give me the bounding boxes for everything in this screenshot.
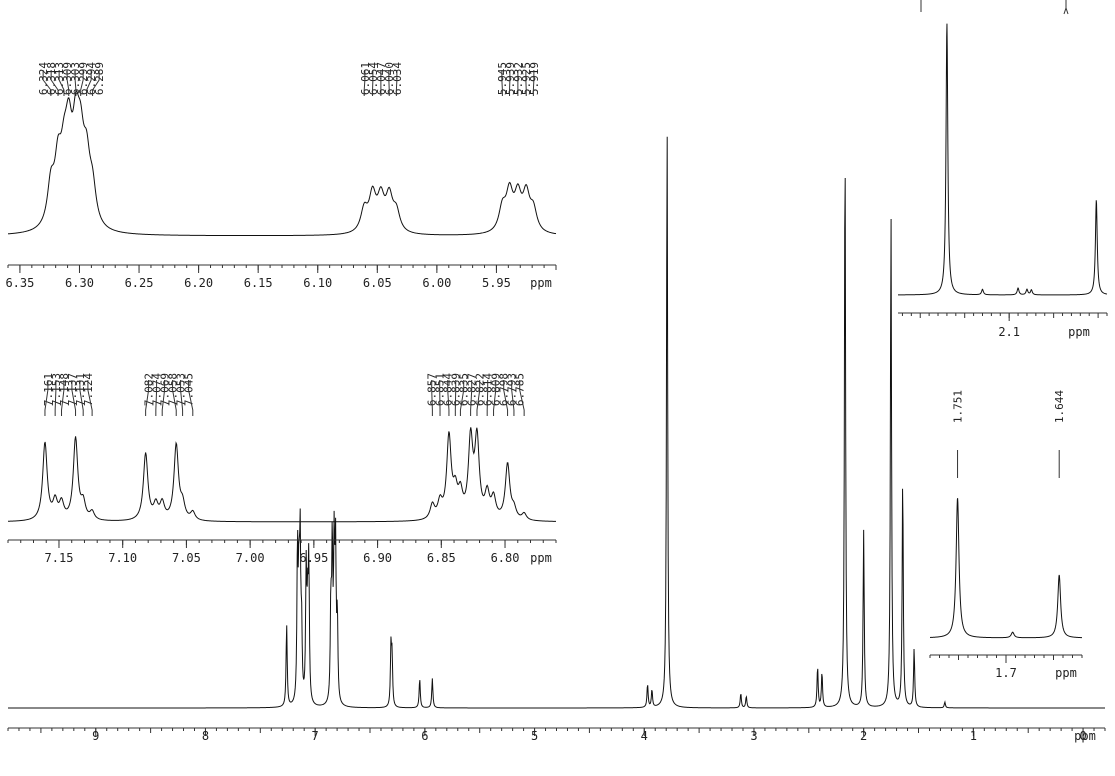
peak-lead-line — [532, 70, 535, 96]
peak-lead-line — [161, 380, 166, 416]
peak-lead-line — [92, 70, 100, 96]
x-tick-label: 7.10 — [108, 551, 137, 565]
peak-lead-line — [395, 70, 398, 96]
x-tick-label: 5 — [531, 729, 538, 743]
peak-lead-line — [66, 70, 70, 96]
axis-unit-label: ppm — [530, 551, 552, 565]
peak-lead-line — [54, 380, 57, 416]
peak-lead-line — [511, 380, 515, 416]
peak-lead-line — [71, 380, 77, 416]
peak-lead-line — [58, 70, 65, 96]
axis-unit-label: ppm — [1055, 666, 1077, 680]
peak-lead-line — [459, 380, 465, 416]
x-tick-label: 6.85 — [427, 551, 456, 565]
peak-lead-line — [363, 70, 366, 96]
x-tick-label: 8 — [202, 729, 209, 743]
x-tick-label: 6.95 — [299, 551, 328, 565]
x-tick-label: 6.90 — [363, 551, 392, 565]
spectrum-panel-inset-1.75-1.64: 1.7 ppm 1.751 1.644 — [929, 390, 1083, 680]
x-tick-label: 3 — [750, 729, 757, 743]
peak-lead-line — [44, 380, 49, 416]
peak-lead-line — [79, 380, 84, 416]
x-tick-label: 6.80 — [491, 551, 520, 565]
x-tick-label: 6 — [421, 729, 428, 743]
peak-lead-line — [42, 70, 52, 96]
x-tick-label: 5.95 — [482, 276, 511, 290]
peak-lead-line — [188, 380, 194, 416]
peak-lead-line — [61, 380, 65, 416]
x-tick-label: 1 — [970, 729, 977, 743]
peak-label-1.751: 1.751 — [952, 390, 965, 423]
spectrum-trace — [7, 427, 557, 523]
axis-unit-label: ppm — [1068, 325, 1090, 339]
peak-lead-line — [155, 380, 158, 416]
spectrum-trace — [7, 90, 557, 237]
x-tick-label: 7.05 — [172, 551, 201, 565]
peak-lead-line — [476, 380, 481, 416]
spectrum-panel-inset-6.3-5.9: 6.35 6.30 6.25 6.20 6.15 6.10 6.05 6.00 5.95 ppm6… — [5, 62, 557, 290]
peak-lead-line — [470, 380, 473, 416]
x-tick-label: 6.20 — [184, 276, 213, 290]
axis-unit-label: ppm — [1074, 729, 1096, 743]
peak-lead-line — [486, 380, 489, 416]
x-tick-label: 7.00 — [236, 551, 265, 565]
x-tick-label: 4 — [641, 729, 648, 743]
x-tick-label: 6.35 — [5, 276, 34, 290]
peak-lead-line — [86, 70, 92, 96]
spectrum-trace — [929, 498, 1083, 639]
axis-unit-label: ppm — [530, 276, 552, 290]
peak-lead-line — [80, 70, 84, 96]
x-tick-label: 7.15 — [45, 551, 74, 565]
x-tick-label: 6.10 — [303, 276, 332, 290]
peak-label-1.644: 1.644 — [1053, 390, 1066, 423]
spectrum-trace — [8, 136, 1105, 709]
x-tick-label: 1.7 — [995, 666, 1017, 680]
spectrum-panel-inset-7.2-6.8: 7.15 7.10 7.05 7.00 6.95 6.90 6.85 6.80 ppm7.161… — [7, 373, 557, 565]
peak-lead-line — [447, 380, 450, 416]
peak-lead-line — [180, 380, 184, 416]
peak-lead-line — [74, 70, 77, 96]
peak-lead-line — [1063, 0, 1069, 15]
peak-lead-line — [519, 380, 525, 416]
x-tick-label: 6.25 — [125, 276, 154, 290]
peak-lead-line — [431, 380, 433, 416]
peak-lead-line — [87, 380, 93, 416]
x-tick-label: 6.15 — [244, 276, 273, 290]
peak-lead-line — [172, 380, 177, 416]
peak-lead-line — [493, 380, 497, 416]
x-tick-label: 2 — [860, 729, 867, 743]
x-tick-label: 0 — [1079, 729, 1086, 743]
x-tick-label: 2.1 — [998, 325, 1020, 339]
peak-lead-line — [145, 380, 150, 416]
peak-lead-line — [503, 380, 509, 416]
x-tick-label: 7 — [312, 729, 319, 743]
x-tick-label: 6.05 — [363, 276, 392, 290]
x-tick-label: 6.30 — [65, 276, 94, 290]
x-tick-label: 9 — [92, 729, 99, 743]
spectrum-trace — [897, 23, 1108, 296]
peak-lead-line — [50, 70, 59, 96]
spectrum-panel-inset-2.2-2.0: 2.1 ppm — [897, 23, 1108, 339]
peak-lead-line — [501, 70, 503, 96]
x-tick-label: 6.00 — [422, 276, 451, 290]
